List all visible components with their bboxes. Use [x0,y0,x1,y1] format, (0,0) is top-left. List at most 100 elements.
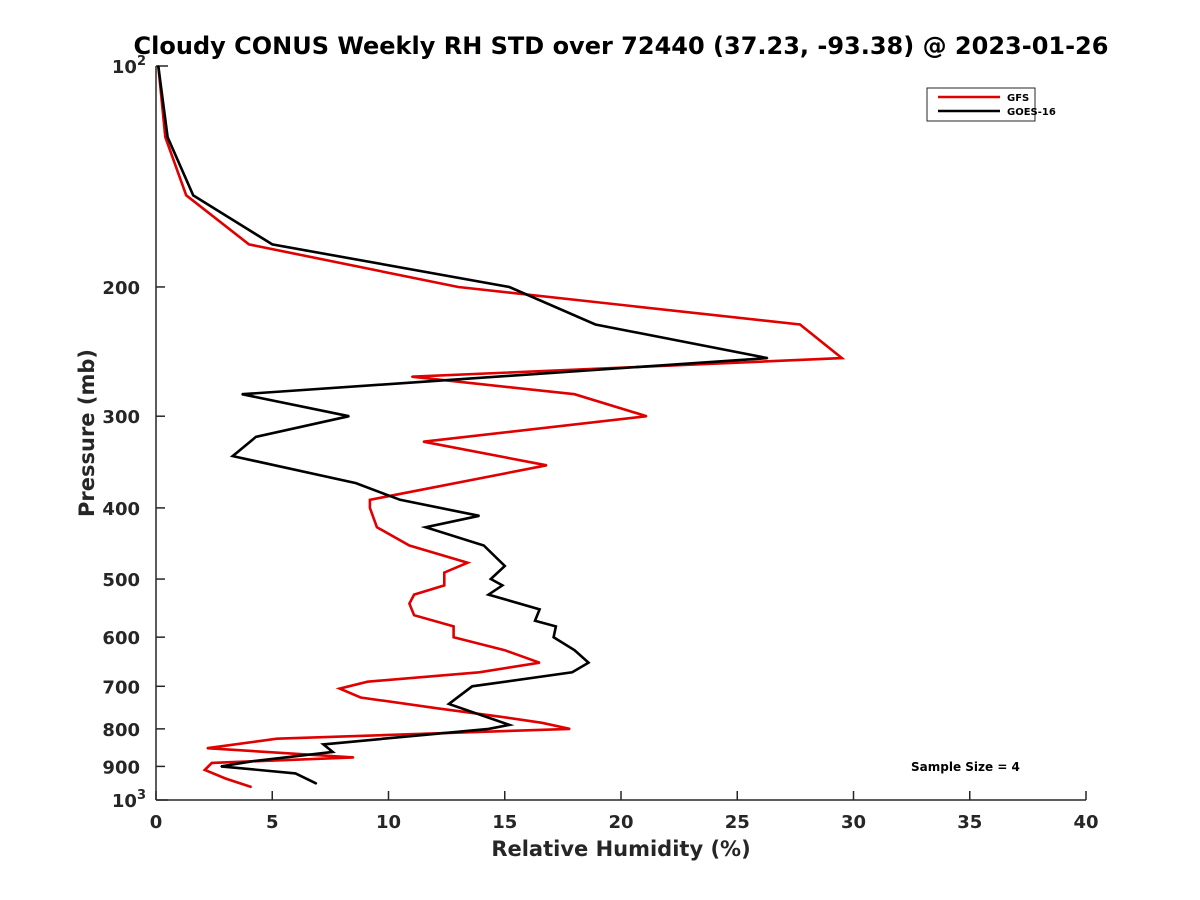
data-point-goes16 [571,671,573,674]
data-point-goes16 [534,620,536,622]
data-point-goes16 [504,565,506,567]
series-gfs [157,65,846,789]
data-point-gfs [545,464,548,467]
legend-box [926,87,1036,122]
data-point-goes16 [508,286,511,288]
chart-title: Cloudy CONUS Weekly RH STD over 72440 (3… [134,32,1109,60]
x-tick-label: 35 [957,812,982,833]
data-point-goes16 [322,743,325,746]
data-point-goes16 [490,578,492,580]
legend-label-goes16: GOES-16 [1007,107,1056,118]
data-point-goes16 [271,243,274,246]
data-point-gfs [413,593,415,596]
y-tick-label: 500 [102,570,140,591]
data-point-gfs [422,440,425,443]
data-point-gfs [443,584,446,587]
data-point-goes16 [552,636,555,638]
x-tick-label: 20 [608,812,633,833]
data-point-gfs [411,375,413,378]
data-point-gfs [538,661,541,664]
data-point-goes16 [315,782,318,785]
data-point-gfs [369,507,371,509]
data-point-gfs [366,680,369,683]
data-point-goes16 [471,685,474,688]
legend: GFS GOES-16 [926,87,1056,122]
y-tick-label: 600 [102,628,140,649]
data-point-gfs [185,194,187,197]
data-point-gfs [250,786,253,788]
data-point-gfs [499,715,501,718]
data-point-goes16 [483,544,485,547]
data-point-goes16 [487,593,490,596]
y-tick-label: 200 [102,278,140,299]
y-tick-label: 800 [102,720,140,741]
data-point-gfs [443,571,446,574]
data-point-gfs [408,602,411,605]
legend-label-gfs: GFS [1007,93,1029,104]
x-tick-label: 10 [376,812,401,833]
data-point-goes16 [538,608,541,611]
x-tick-label: 30 [841,812,866,833]
data-point-gfs [841,357,843,359]
sample-size-annotation: Sample Size = 4 [911,760,1020,774]
data-point-gfs [452,636,455,638]
data-point-goes16 [220,765,222,768]
data-point-goes16 [501,584,504,587]
data-point-gfs [457,286,460,288]
data-point-goes16 [166,136,169,138]
data-point-gfs [352,756,355,759]
data-point-gfs [204,769,206,771]
data-point-gfs [478,671,481,674]
data-point-goes16 [448,703,450,705]
series-group [157,65,846,789]
y-tick-label-power: 102 [112,54,146,78]
data-point-gfs [504,649,506,651]
data-point-goes16 [331,751,334,753]
y-tick-label: 400 [102,499,140,520]
data-point-gfs [466,561,469,564]
y-tick-label-power: 103 [112,788,146,812]
data-point-gfs [645,415,648,418]
data-point-gfs [248,243,250,246]
plot-area: 0 5 10 15 20 25 30 35 40 200 300 400 500 600 700 800 90… [102,54,1098,833]
data-point-gfs [211,762,213,764]
data-point-goes16 [157,65,160,67]
x-ticks: 0 5 10 15 20 25 30 35 40 [150,791,1099,833]
data-point-goes16 [294,772,297,775]
data-point-gfs [541,722,543,724]
data-point-gfs [799,323,801,326]
y-axis-label: Pressure (mb) [75,349,99,517]
data-point-gfs [573,393,576,396]
x-tick-label: 40 [1073,812,1098,833]
y-ticks: 200 300 400 500 600 700 800 900 102 103 [102,54,168,812]
data-point-goes16 [587,661,590,664]
data-point-gfs [206,747,208,749]
data-point-goes16 [192,194,194,197]
data-point-gfs [359,696,362,699]
data-point-goes16 [231,455,234,457]
data-point-gfs [369,499,371,501]
x-tick-label: 25 [725,812,750,833]
data-point-goes16 [487,728,490,730]
data-point-gfs [276,737,278,740]
data-point-goes16 [573,649,576,651]
data-point-gfs [376,526,378,528]
data-point-goes16 [478,515,481,517]
data-point-goes16 [241,393,243,396]
y-tick-label: 300 [102,407,140,428]
data-point-goes16 [399,499,401,501]
data-point-goes16 [594,323,597,326]
data-point-gfs [413,614,415,616]
x-axis-label: Relative Humidity (%) [491,837,750,861]
y-tick-label: 700 [102,677,140,698]
data-point-goes16 [508,724,511,726]
x-tick-label: 15 [492,812,517,833]
data-point-gfs [436,707,439,710]
data-point-gfs [569,728,571,730]
data-point-goes16 [424,526,427,528]
data-point-gfs [338,687,341,690]
data-point-gfs [225,777,227,780]
data-point-goes16 [255,436,257,438]
